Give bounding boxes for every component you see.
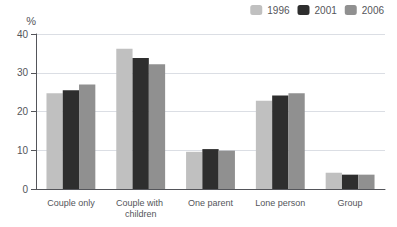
svg-text:40: 40 [17, 29, 29, 40]
svg-text:0: 0 [22, 184, 28, 195]
svg-text:children: children [125, 209, 157, 219]
svg-text:20: 20 [17, 106, 29, 117]
svg-text:30: 30 [17, 67, 29, 78]
svg-text:2001: 2001 [315, 5, 338, 16]
svg-text:Lone person: Lone person [255, 198, 305, 208]
svg-text:Couple only: Couple only [47, 198, 95, 208]
svg-text:Group: Group [338, 198, 363, 208]
svg-text:%: % [26, 15, 36, 27]
svg-text:10: 10 [17, 145, 29, 156]
svg-text:Couple with: Couple with [116, 198, 166, 208]
svg-text:1996: 1996 [267, 5, 290, 16]
svg-text:2006: 2006 [362, 5, 385, 16]
svg-text:One parent: One parent [188, 198, 234, 208]
